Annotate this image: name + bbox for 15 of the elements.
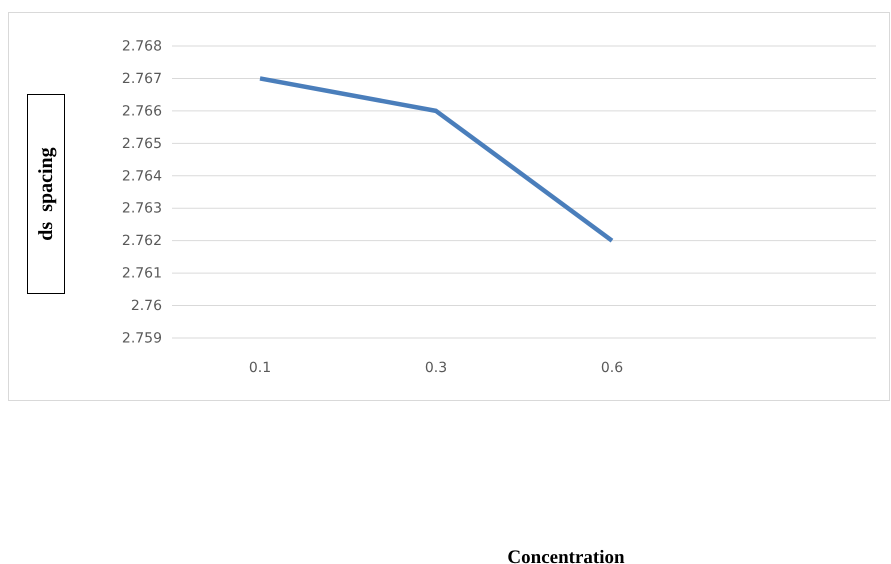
y-tick-label: 2.761 (122, 266, 162, 282)
y-tick-label: 2.765 (122, 136, 162, 152)
y-tick-label: 2.759 (122, 330, 162, 346)
y-tick-label: 2.763 (122, 200, 162, 217)
y-tick-label: 2.762 (122, 233, 162, 250)
y-tick-label: 2.76 (130, 298, 162, 314)
x-tick-label: 0.3 (424, 360, 448, 376)
x-tick-label: 0.6 (600, 360, 624, 376)
y-tick-label: 2.764 (122, 168, 162, 184)
y-axis-title: ds spacing (35, 147, 57, 241)
text: Concentration (507, 547, 626, 564)
y-tick-label: 2.766 (122, 103, 162, 120)
x-tick-label: 0.1 (248, 360, 272, 376)
y-tick-label: 2.768 (122, 38, 162, 54)
y-tick-label: 2.767 (122, 70, 162, 87)
